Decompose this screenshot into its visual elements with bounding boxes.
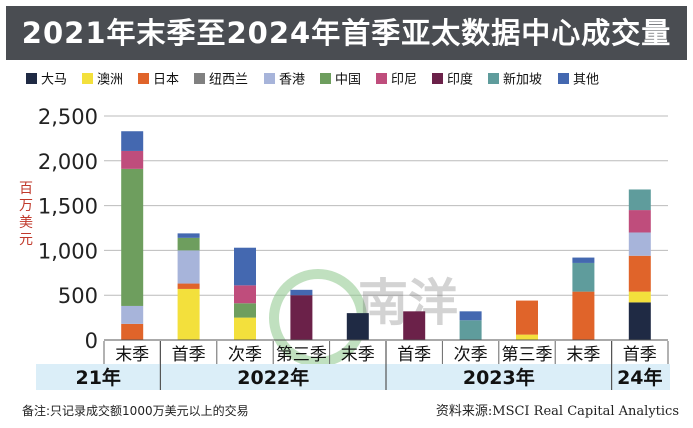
bar-segment-c1-5 xyxy=(177,237,200,251)
legend: 大马 澳洲 日本 纽西兰 香港 中国 印尼 印度 新加坡 其他 xyxy=(26,72,599,88)
legend-swatch-4 xyxy=(264,73,275,84)
year-label-2: 2023年 xyxy=(463,366,535,389)
bar-segment-c1-1 xyxy=(177,288,200,340)
legend-label-3: 纽西兰 xyxy=(209,73,248,88)
x-tick-label-4: 末季 xyxy=(341,345,375,365)
bar-segment-c1-2 xyxy=(177,283,200,289)
bar-segment-c9-2 xyxy=(628,255,651,292)
bar-segment-c8-9 xyxy=(572,257,595,263)
legend-swatch-3 xyxy=(194,73,205,84)
bar-segment-c1-9 xyxy=(177,233,200,238)
y-tick-label-1: 500 xyxy=(58,284,98,308)
bar-segment-c0-5 xyxy=(121,168,144,306)
legend-swatch-2 xyxy=(138,73,149,84)
legend-swatch-1 xyxy=(82,73,93,84)
x-tick-label-7: 第三季 xyxy=(502,345,553,365)
bar-segment-c7-1 xyxy=(516,334,538,340)
bar-segment-c0-6 xyxy=(121,150,144,169)
legend-swatch-0 xyxy=(26,73,37,84)
bar-segment-c9-0 xyxy=(628,302,651,340)
bar-segment-c0-4 xyxy=(121,305,144,324)
bar-segment-c3-9 xyxy=(290,289,313,296)
bar-segment-c6-9 xyxy=(459,311,482,321)
axes: 0 500 1,000 1,500 2,000 2,500 百万美元 xyxy=(19,105,668,353)
bar-segment-c9-6 xyxy=(628,210,651,233)
bar-segment-c1-4 xyxy=(177,250,200,284)
legend-swatch-6 xyxy=(376,73,387,84)
legend-swatch-8 xyxy=(488,73,499,84)
year-label-1: 2022年 xyxy=(237,366,309,389)
title-bar: 2021年末季至2024年首季亚太数据中心成交量 xyxy=(6,6,687,60)
bar-segment-c9-8 xyxy=(628,189,651,211)
bar-segment-c0-9 xyxy=(121,131,144,151)
x-tick-label-1: 首季 xyxy=(172,345,206,365)
legend-label-1: 澳洲 xyxy=(97,72,123,88)
legend-label-5: 中国 xyxy=(335,73,361,88)
bar-segment-c9-1 xyxy=(628,291,651,303)
bar-segment-c8-2 xyxy=(572,291,595,340)
bar-segment-c7-2 xyxy=(516,300,538,335)
footnote: 备注:只记录成交额1000万美元以上的交易 xyxy=(22,404,249,418)
legend-swatch-5 xyxy=(320,73,331,84)
bar-segment-c8-8 xyxy=(572,262,595,292)
x-tick-label-5: 首季 xyxy=(397,345,431,365)
legend-swatch-7 xyxy=(432,73,443,84)
x-tick-label-8: 末季 xyxy=(566,345,600,365)
legend-swatch-9 xyxy=(558,73,569,84)
x-tick-label-2: 次季 xyxy=(228,345,262,365)
legend-label-0: 大马 xyxy=(41,73,67,88)
legend-label-2: 日本 xyxy=(153,73,179,88)
x-tick-label-6: 次季 xyxy=(454,345,488,365)
legend-label-9: 其他 xyxy=(573,73,599,88)
bar-segment-c6-8 xyxy=(459,320,482,340)
bar-segment-c0-2 xyxy=(121,323,144,340)
y-tick-label-0: 0 xyxy=(85,329,98,353)
y-tick-label-4: 2,000 xyxy=(38,150,98,174)
legend-label-4: 香港 xyxy=(279,73,305,88)
legend-label-8: 新加坡 xyxy=(503,72,542,88)
year-band xyxy=(36,364,670,390)
source-note: 资料来源:MSCI Real Capital Analytics xyxy=(435,404,679,419)
bar-segment-c2-9 xyxy=(234,247,256,286)
year-label-3: 24年 xyxy=(617,366,662,389)
legend-label-7: 印度 xyxy=(447,72,473,88)
bar-segment-c3-7 xyxy=(290,295,313,340)
legend-label-6: 印尼 xyxy=(391,73,417,88)
x-tick-label-9: 首季 xyxy=(623,345,657,365)
bar-segment-c2-1 xyxy=(234,317,256,340)
bar-segment-c9-4 xyxy=(628,232,651,256)
bars xyxy=(121,131,651,340)
y-tick-label-2: 1,000 xyxy=(38,239,98,263)
bar-segment-c5-7 xyxy=(403,311,426,340)
year-label-0: 21年 xyxy=(75,366,120,389)
bar-segment-c4-0 xyxy=(346,313,369,340)
x-tick-label-3: 第三季 xyxy=(276,345,327,365)
bar-segment-c2-6 xyxy=(234,285,256,304)
bar-segment-c2-5 xyxy=(234,303,256,318)
y-tick-label-5: 2,500 xyxy=(38,105,98,129)
x-tick-label-0: 末季 xyxy=(115,345,149,365)
watermark: 南洋 xyxy=(269,269,458,367)
y-tick-label-3: 1,500 xyxy=(38,195,98,219)
y-axis-label: 百万美元 xyxy=(19,181,33,248)
chart-title: 2021年末季至2024年首季亚太数据中心成交量 xyxy=(21,16,672,50)
